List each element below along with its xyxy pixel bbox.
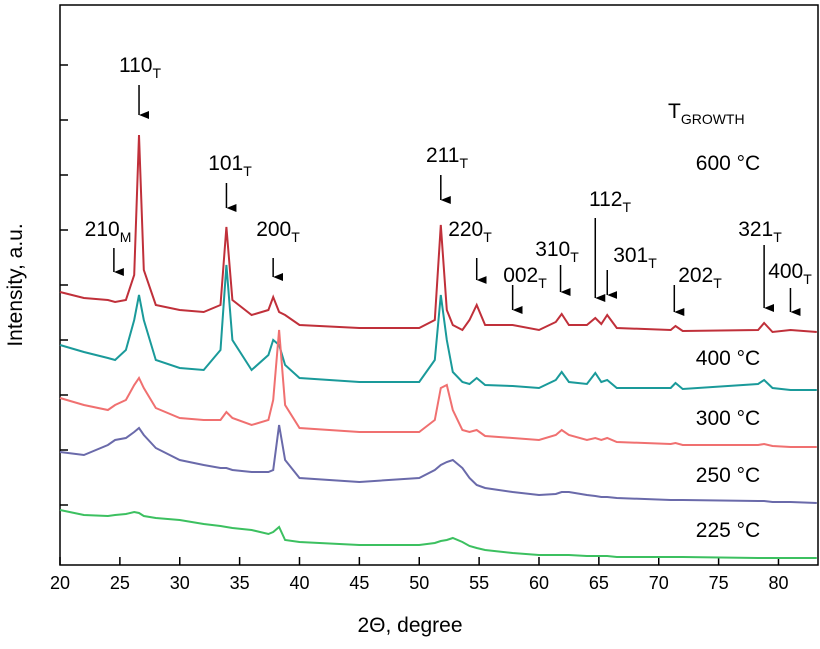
peak-label-sub: M: [120, 229, 132, 245]
peak-label-sub: T: [570, 249, 579, 265]
peak-label: 301T: [613, 244, 657, 271]
xrd-pattern: [59, 329, 817, 448]
xrd-pattern: [59, 264, 817, 391]
x-tick-label: 25: [110, 573, 130, 593]
x-tick-label: 35: [230, 573, 250, 593]
peak-label-main: 202: [678, 264, 713, 287]
x-tick-label: 45: [349, 573, 369, 593]
y-axis-label: Intensity, a.u.: [4, 223, 27, 346]
x-tick-label: 60: [529, 573, 549, 593]
x-tick-label: 30: [170, 573, 190, 593]
x-axis-label: 2Θ, degree: [357, 614, 462, 637]
peak-label-main: 002: [503, 264, 538, 287]
x-tick-label: 50: [409, 573, 429, 593]
peak-label-main: 400: [768, 260, 803, 283]
peak-label: 220T: [448, 218, 492, 245]
peak-label: 321T: [738, 218, 782, 245]
peak-label-main: 310: [535, 238, 570, 261]
peak-label: 110T: [119, 54, 161, 81]
peak-label-main: 101: [208, 152, 243, 175]
peak-label-main: 110: [119, 54, 152, 77]
peak-label: 112T: [589, 188, 631, 215]
peak-label-sub: T: [622, 199, 631, 215]
series-label: 300 °C: [696, 407, 760, 430]
peak-label-sub: T: [291, 229, 300, 245]
peak-label-sub: T: [243, 163, 252, 179]
peak-label-sub: T: [483, 229, 492, 245]
series-label: 250 °C: [696, 464, 760, 487]
peak-label: 310T: [535, 238, 579, 265]
x-tick-label: 20: [50, 573, 70, 593]
peak-label: 002T: [503, 264, 547, 291]
legend-title-main: T: [668, 100, 681, 123]
peak-label-sub: T: [459, 155, 468, 171]
x-tick-label: 70: [649, 573, 669, 593]
peak-label-main: 321: [738, 218, 773, 241]
peak-label-sub: T: [538, 275, 547, 291]
legend-title: TGROWTH: [668, 100, 745, 127]
peak-label-main: 220: [448, 218, 483, 241]
xrd-pattern: [59, 134, 817, 334]
peak-label-sub: T: [648, 255, 657, 271]
peak-label: 202T: [678, 264, 722, 291]
peak-label-main: 112: [589, 188, 622, 211]
peak-label-sub: T: [803, 271, 812, 287]
peak-label-sub: T: [773, 229, 782, 245]
x-tick-label: 40: [289, 573, 309, 593]
peak-label-sub: T: [152, 65, 161, 81]
x-tick-label: 65: [589, 573, 609, 593]
peak-label: 210M: [85, 218, 132, 245]
peak-label-main: 210: [85, 218, 120, 241]
x-tick-label: 80: [768, 573, 788, 593]
series-label: 400 °C: [696, 347, 760, 370]
peak-label-sub: T: [713, 275, 722, 291]
peak-label: 200T: [256, 218, 300, 245]
x-tick-label: 55: [469, 573, 489, 593]
peak-label-main: 200: [256, 218, 291, 241]
peak-label: 101T: [208, 152, 252, 179]
peak-label: 400T: [768, 260, 812, 287]
peak-label: 211T: [426, 144, 468, 171]
xrd-pattern: [59, 509, 817, 559]
series-label: 600 °C: [696, 152, 760, 175]
peak-label-main: 211: [426, 144, 459, 167]
legend-title-sub: GROWTH: [681, 111, 745, 127]
peak-label-main: 301: [613, 244, 648, 267]
x-tick-label: 75: [709, 573, 729, 593]
xrd-pattern: [59, 424, 817, 504]
series-label: 225 °C: [696, 519, 760, 542]
